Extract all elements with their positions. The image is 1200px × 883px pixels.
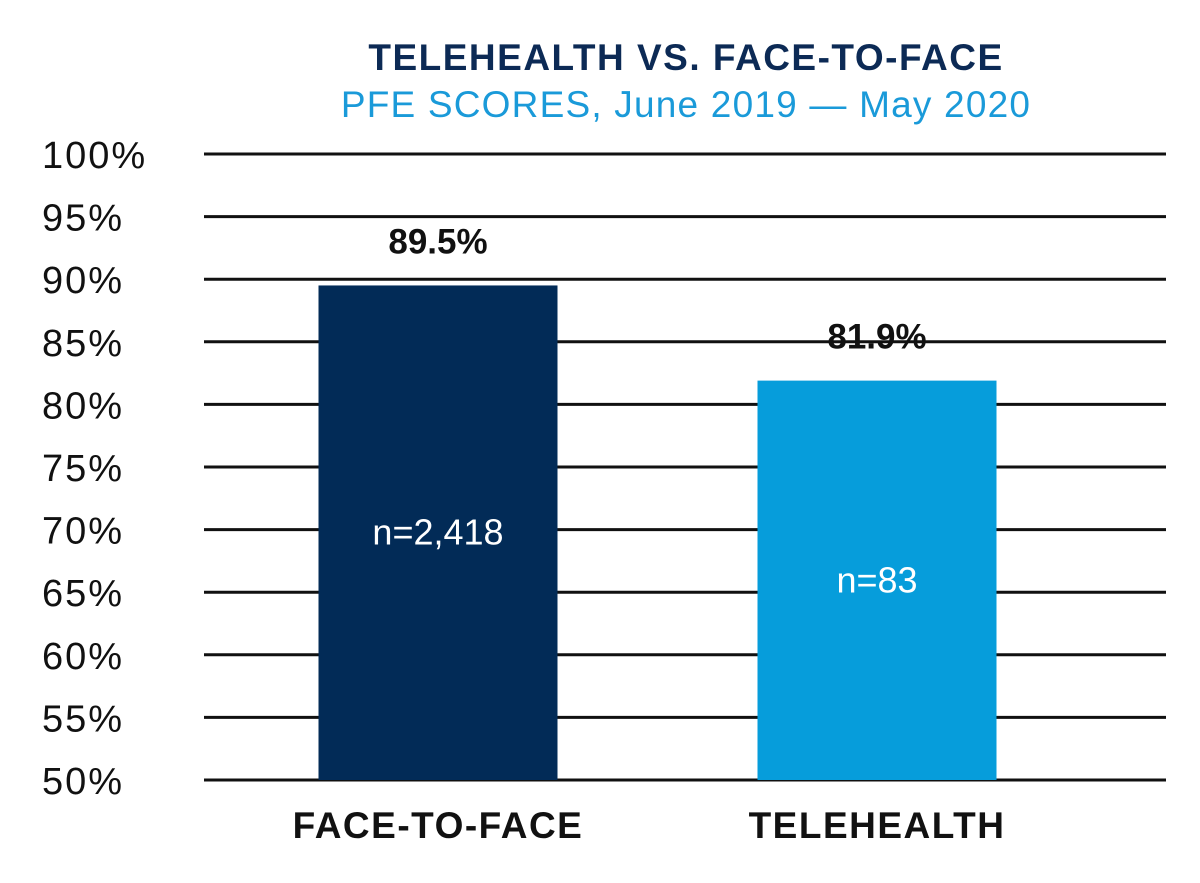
y-tick-label: 60% <box>42 636 124 678</box>
bar-value-label: 89.5% <box>388 222 487 261</box>
chart-title: TELEHEALTH VS. FACE-TO-FACE <box>368 37 1003 78</box>
bar-face-to-face <box>318 285 558 780</box>
bars <box>318 285 997 780</box>
y-tick-label: 100% <box>42 135 147 177</box>
y-tick-label: 70% <box>42 511 124 553</box>
y-tick-label: 80% <box>42 385 124 427</box>
x-category-label: TELEHEALTH <box>749 805 1006 846</box>
bar-telehealth <box>757 380 997 780</box>
x-category-label: FACE-TO-FACE <box>293 805 584 846</box>
y-tick-label: 90% <box>42 260 124 302</box>
y-tick-label: 50% <box>42 761 124 803</box>
y-tick-label: 75% <box>42 448 124 490</box>
y-tick-label: 55% <box>42 698 124 740</box>
y-axis-ticks: 50% 55% 60% 65% 70% 75% 80% 85% 90% 95% 100% <box>42 135 147 803</box>
y-tick-label: 85% <box>42 323 124 365</box>
x-axis-categories: FACE-TO-FACE TELEHEALTH <box>293 805 1006 846</box>
y-tick-label: 65% <box>42 573 124 615</box>
bar-sample-size-label: n=83 <box>836 559 917 600</box>
chart-subtitle: PFE SCORES, June 2019 — May 2020 <box>341 84 1031 125</box>
bar-sample-size-label: n=2,418 <box>372 512 503 553</box>
y-tick-label: 95% <box>42 198 124 240</box>
bar-labels: 89.5% n=2,418 81.9% n=83 <box>372 222 926 600</box>
bar-value-label: 81.9% <box>827 318 926 357</box>
